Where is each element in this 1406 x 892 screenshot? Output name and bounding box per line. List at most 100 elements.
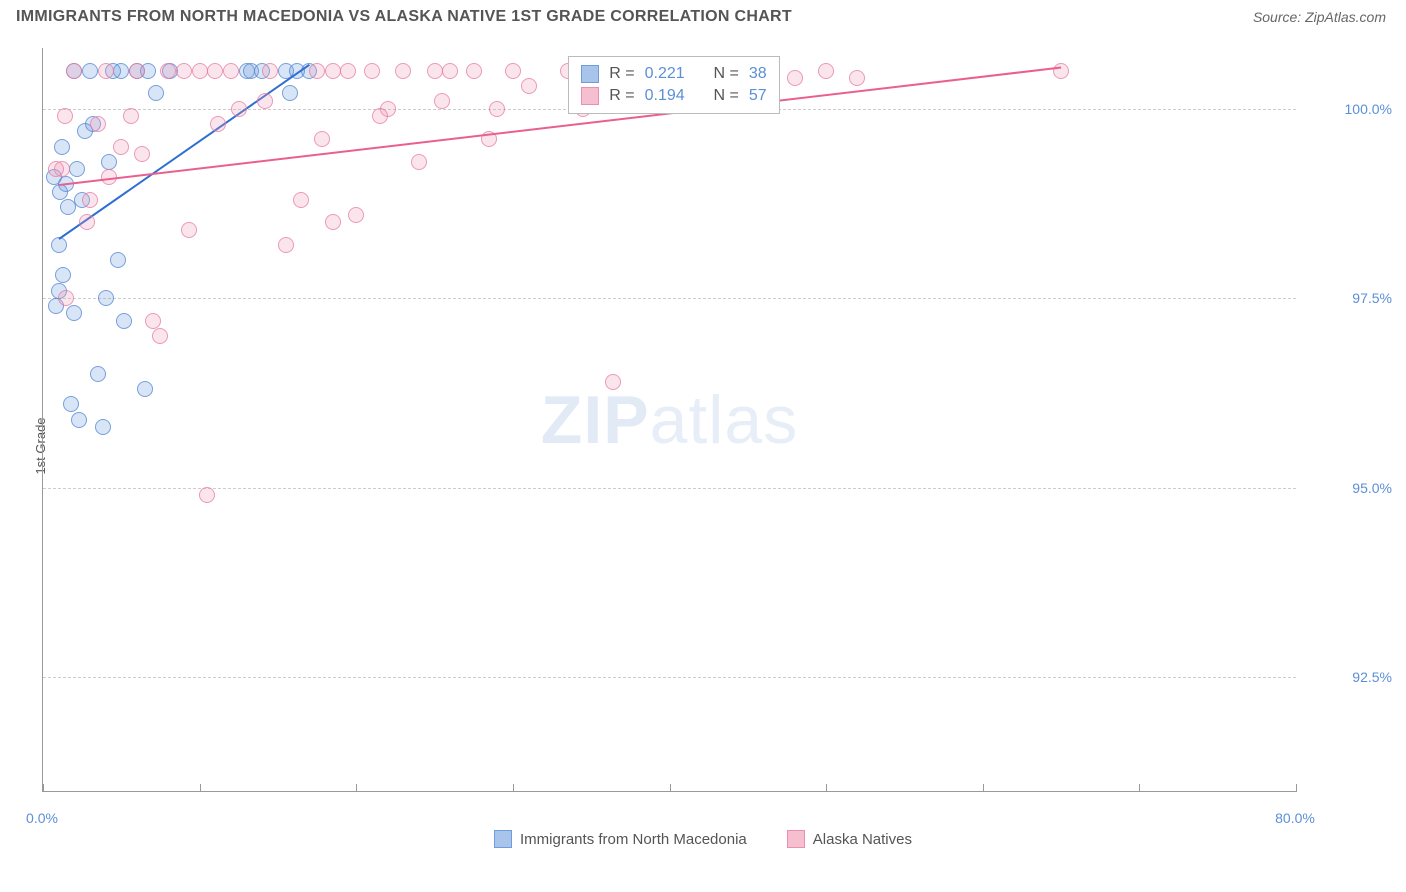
data-point [82,192,98,208]
r-value: 0.194 [645,87,685,105]
data-point [207,63,223,79]
data-point [521,78,537,94]
x-tick-label: 80.0% [1275,810,1315,826]
legend-label-series-1: Immigrants from North Macedonia [520,831,747,848]
data-point [262,63,278,79]
source-name: ZipAtlas.com [1305,9,1386,25]
data-point [69,161,85,177]
x-tick-mark [1296,784,1297,792]
r-value: 0.221 [645,65,685,83]
chart-title: IMMIGRANTS FROM NORTH MACEDONIA VS ALASK… [16,8,792,26]
legend-swatch-pink [787,830,805,848]
data-point [52,184,68,200]
data-point [849,70,865,86]
r-label: R = [609,87,634,105]
x-tick-mark [983,784,984,792]
data-point [63,396,79,412]
stats-legend-row: R = 0.194 N = 57 [581,85,766,107]
x-tick-mark [513,784,514,792]
legend-item-series-2: Alaska Natives [787,830,912,848]
n-label: N = [714,87,739,105]
data-point [66,63,82,79]
data-point [66,305,82,321]
data-point [325,214,341,230]
data-point [325,63,341,79]
data-point [101,154,117,170]
y-tick-label: 95.0% [1352,480,1392,496]
data-point [55,267,71,283]
data-point [123,108,139,124]
stats-swatch [581,87,599,105]
trend-line [58,63,310,239]
data-point [160,63,176,79]
data-point [82,63,98,79]
data-point [60,199,76,215]
data-point [293,192,309,208]
source-label: Source: [1253,9,1305,25]
x-tick-mark [200,784,201,792]
x-tick-mark [1139,784,1140,792]
bottom-legend: Immigrants from North Macedonia Alaska N… [0,830,1406,848]
watermark: ZIPatlas [541,381,798,459]
data-point [442,63,458,79]
stats-swatch [581,65,599,83]
r-label: R = [609,65,634,83]
data-point [110,252,126,268]
data-point [137,381,153,397]
gridline-horizontal [43,298,1296,299]
y-tick-label: 97.5% [1352,290,1392,306]
data-point [210,116,226,132]
data-point [427,63,443,79]
data-point [340,63,356,79]
data-point [223,63,239,79]
data-point [231,101,247,117]
data-point [129,63,145,79]
data-point [58,290,74,306]
data-point [257,93,273,109]
data-point [489,101,505,117]
data-point [466,63,482,79]
data-point [116,313,132,329]
data-point [181,222,197,238]
data-point [98,290,114,306]
data-point [176,63,192,79]
data-point [95,419,111,435]
data-point [54,139,70,155]
y-tick-label: 92.5% [1352,669,1392,685]
legend-swatch-blue [494,830,512,848]
data-point [372,108,388,124]
x-tick-mark [826,784,827,792]
data-point [113,139,129,155]
legend-item-series-1: Immigrants from North Macedonia [494,830,747,848]
n-label: N = [714,65,739,83]
data-point [90,366,106,382]
data-point [395,63,411,79]
gridline-horizontal [43,488,1296,489]
data-point [314,131,330,147]
data-point [411,154,427,170]
data-point [134,146,150,162]
data-point [309,63,325,79]
data-point [90,116,106,132]
source-attribution: Source: ZipAtlas.com [1253,9,1386,25]
x-tick-label: 0.0% [26,810,58,826]
n-value: 57 [749,87,767,105]
chart-header: IMMIGRANTS FROM NORTH MACEDONIA VS ALASK… [0,0,1406,30]
data-point [364,63,380,79]
data-point [71,412,87,428]
data-point [152,328,168,344]
data-point [79,214,95,230]
data-point [434,93,450,109]
n-value: 38 [749,65,767,83]
gridline-horizontal [43,677,1296,678]
data-point [148,85,164,101]
legend-label-series-2: Alaska Natives [813,831,912,848]
data-point [348,207,364,223]
data-point [192,63,208,79]
y-tick-label: 100.0% [1345,101,1392,117]
data-point [818,63,834,79]
data-point [145,313,161,329]
data-point [505,63,521,79]
x-tick-mark [670,784,671,792]
data-point [278,237,294,253]
